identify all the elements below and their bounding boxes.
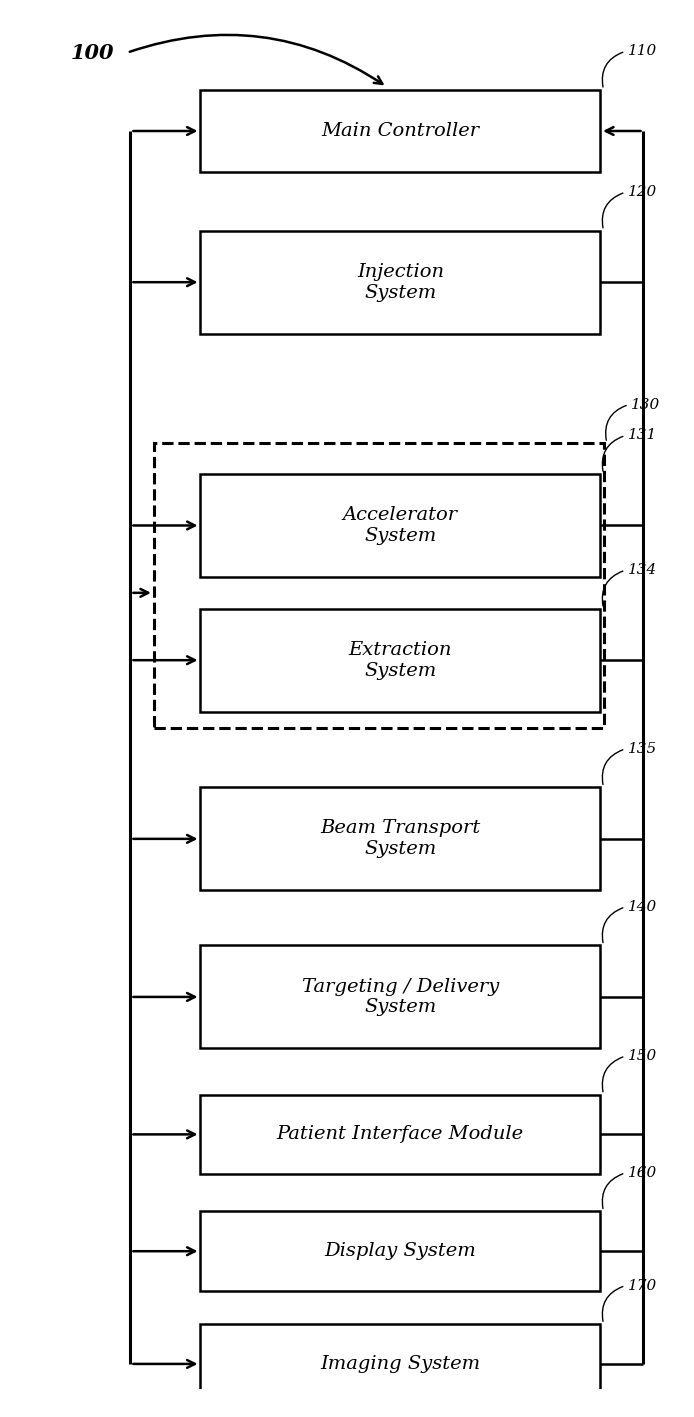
Text: Imaging System: Imaging System [320,1355,480,1373]
FancyBboxPatch shape [201,1212,600,1291]
Text: 150: 150 [627,1049,657,1063]
Text: Display System: Display System [324,1243,476,1260]
FancyBboxPatch shape [201,1094,600,1175]
FancyBboxPatch shape [201,231,600,334]
Text: 134: 134 [627,563,657,577]
Text: Extraction
System: Extraction System [348,640,452,680]
Text: Accelerator
System: Accelerator System [343,506,458,546]
Text: Main Controller: Main Controller [321,122,480,140]
FancyBboxPatch shape [201,945,600,1049]
Text: Patient Interface Module: Patient Interface Module [277,1125,524,1144]
Text: 170: 170 [627,1278,657,1292]
Text: 160: 160 [627,1166,657,1180]
Text: Targeting / Delivery
System: Targeting / Delivery System [302,978,499,1016]
FancyBboxPatch shape [201,1323,600,1404]
FancyBboxPatch shape [201,788,600,890]
FancyBboxPatch shape [201,609,600,711]
Text: 140: 140 [627,900,657,914]
FancyBboxPatch shape [201,473,600,577]
FancyBboxPatch shape [201,89,600,173]
Text: 100: 100 [71,43,114,62]
Text: Injection
System: Injection System [357,262,443,302]
Text: 120: 120 [627,186,657,200]
Text: 135: 135 [627,743,657,755]
Text: 110: 110 [627,44,657,58]
Text: 131: 131 [627,428,657,442]
Text: 130: 130 [631,398,660,411]
Text: Beam Transport
System: Beam Transport System [320,819,480,859]
